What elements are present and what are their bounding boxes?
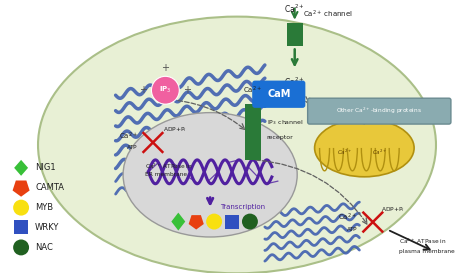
Circle shape [206,214,222,230]
Text: receptor: receptor [267,136,293,141]
Text: Ca$^{2+}$: Ca$^{2+}$ [244,85,263,96]
Text: Ca$^{2+}$: Ca$^{2+}$ [118,130,137,142]
FancyBboxPatch shape [308,98,451,124]
Text: ATP: ATP [127,145,137,150]
Text: CaM: CaM [267,89,291,99]
Text: MYB: MYB [35,203,53,212]
Polygon shape [171,213,185,230]
Text: NIG1: NIG1 [35,163,55,172]
Ellipse shape [315,119,414,177]
Text: WRKY: WRKY [35,223,59,232]
Text: Ca$^{2+}$ ATPase in: Ca$^{2+}$ ATPase in [399,237,447,246]
Text: Transcription: Transcription [220,204,265,210]
Bar [245,104,261,160]
Text: Ca$^{2+}$ ATPase in: Ca$^{2+}$ ATPase in [146,162,193,171]
Circle shape [13,239,29,255]
Ellipse shape [123,113,297,237]
Text: Ca$^{2+}$: Ca$^{2+}$ [284,75,305,88]
Polygon shape [189,215,204,230]
Text: Ca$^{2+}$: Ca$^{2+}$ [337,147,352,156]
Text: +: + [183,85,191,95]
Text: Other Ca$^{2+}$-binding proteins: Other Ca$^{2+}$-binding proteins [337,106,422,116]
Bar [225,215,239,229]
Text: Ca$^{2+}$: Ca$^{2+}$ [338,212,357,223]
Text: CAMTA: CAMTA [35,183,64,192]
Text: Ca$^{2+}$ channel: Ca$^{2+}$ channel [303,9,353,20]
Text: NAC: NAC [35,243,53,252]
Text: +: + [161,63,169,73]
Text: Ca$^{2+}$: Ca$^{2+}$ [372,147,387,156]
Circle shape [151,76,179,104]
Text: ATP: ATP [347,227,357,232]
Circle shape [242,214,258,230]
Circle shape [13,200,29,216]
Text: IP$_3$ channel: IP$_3$ channel [267,118,304,127]
Bar [287,22,303,47]
Text: plasma membrane: plasma membrane [399,249,455,254]
Text: +: + [139,85,147,95]
Polygon shape [13,181,29,197]
Text: ER membrane: ER membrane [146,172,188,177]
Polygon shape [14,160,28,176]
Text: IP$_3$: IP$_3$ [159,85,172,95]
FancyBboxPatch shape [253,81,305,107]
Text: ADP+P$_i$: ADP+P$_i$ [164,125,187,135]
Text: Ca$^{2+}$: Ca$^{2+}$ [284,3,305,15]
Bar [14,219,28,233]
Text: ADP+P$_i$: ADP+P$_i$ [381,205,405,214]
Ellipse shape [38,17,436,273]
